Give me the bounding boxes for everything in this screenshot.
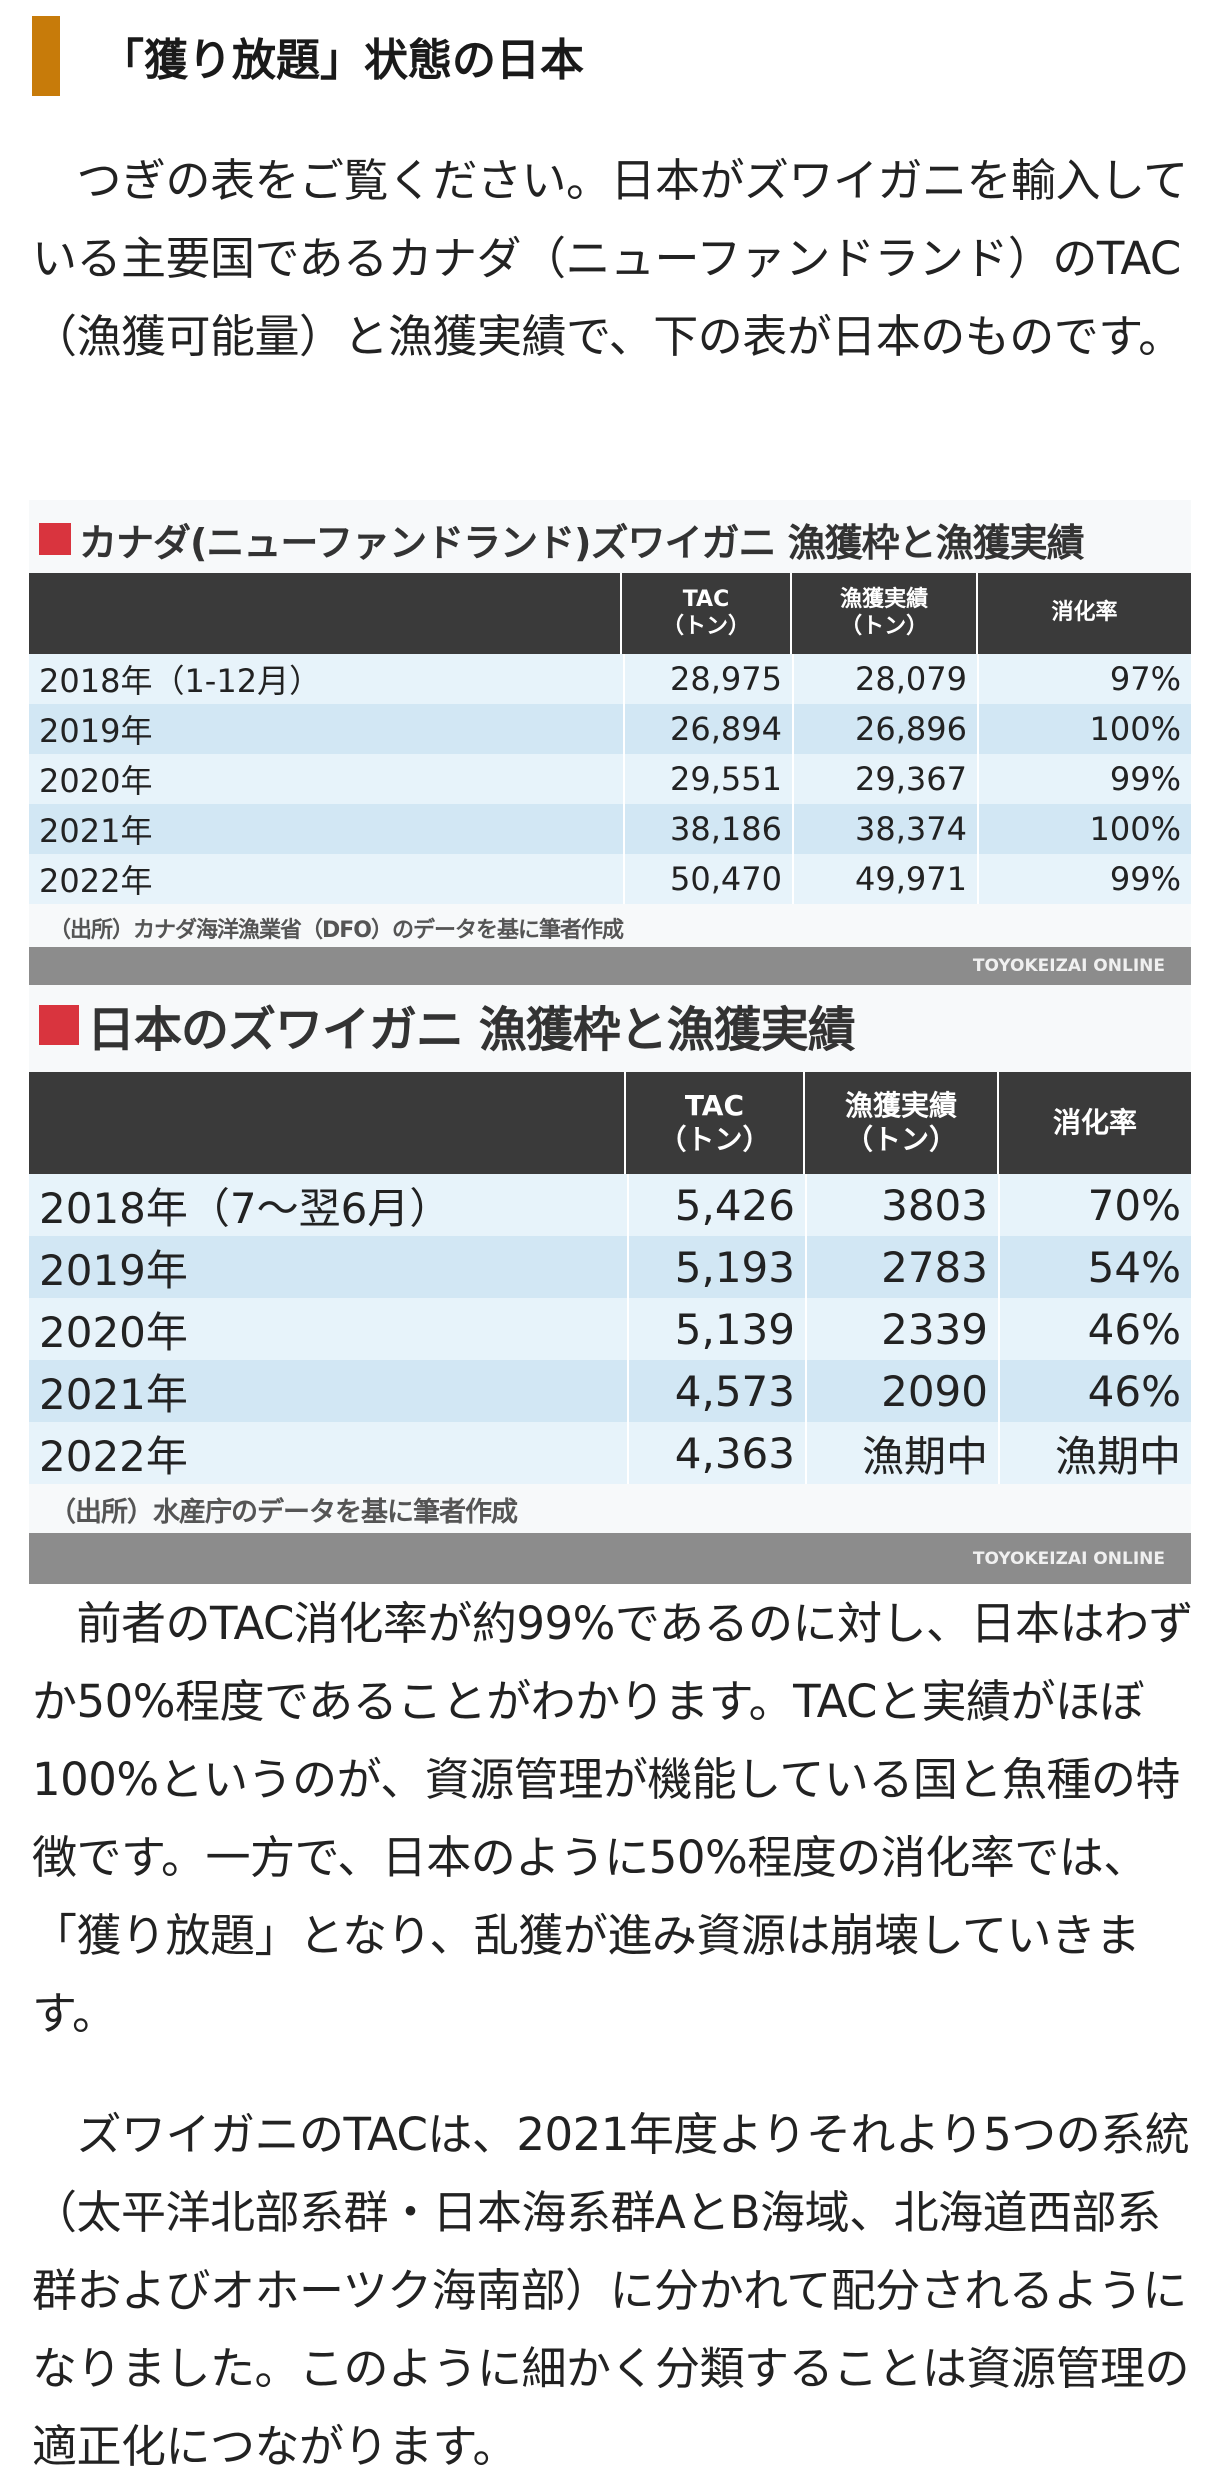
paragraph-2: 前者のTAC消化率が約99%であるのに対し、日本はわずか50%程度であることがわ… <box>32 1597 1193 2040</box>
column-header: 消化率 <box>996 1072 1191 1174</box>
table-cell: 54% <box>998 1236 1191 1298</box>
column-header: 漁獲実績 （トン） <box>802 1072 997 1174</box>
table-cell: 38,374 <box>792 804 977 854</box>
table-cell: 50,470 <box>623 854 792 904</box>
table-cell: 5,139 <box>627 1298 805 1360</box>
table-cell: 99% <box>977 754 1191 804</box>
table-cell: 2090 <box>805 1360 998 1422</box>
column-header <box>29 573 620 654</box>
table-cell: 3803 <box>805 1174 998 1236</box>
table-cell: 2022年 <box>39 862 153 900</box>
paragraph-1: つぎの表をご覧ください。日本がズワイガニを輸入している主要国であるカナダ（ニュー… <box>32 154 1188 363</box>
table-cell: 2339 <box>805 1298 998 1360</box>
table-row: 2022年 50,470 49,971 99% <box>29 854 1191 904</box>
column-header: TAC （トン） <box>623 1072 803 1174</box>
section-heading: 「獲り放題」状態の日本 <box>32 16 584 96</box>
table-cell: 2020年 <box>39 762 153 800</box>
table-cell: 2021年 <box>39 1369 188 1419</box>
table-cell: 29,367 <box>792 754 977 804</box>
data-grid: TAC （トン） 漁獲実績 （トン） 消化率 2018年（7～翌6月） 5,426 380… <box>29 1072 1191 1484</box>
table-row: 2020年 5,139 2339 46% <box>29 1298 1191 1360</box>
table-title-text: カナダ(ニューファンドランド)ズワイガニ 漁獲枠と漁獲実績 <box>79 520 1085 565</box>
table-row: 2019年 5,193 2783 54% <box>29 1236 1191 1298</box>
table-cell: 26,896 <box>792 704 977 754</box>
table-cell: 29,551 <box>623 754 792 804</box>
table-row: 2018年（7～翌6月） 5,426 3803 70% <box>29 1174 1191 1236</box>
table-cell: 2021年 <box>39 812 153 850</box>
table-cell: 2019年 <box>39 1245 188 1295</box>
paragraph-3: ズワイガニのTACは、2021年度よりそれより5つの系統（太平洋北部系群・日本海… <box>32 2108 1190 2473</box>
table-cell: 28,975 <box>623 654 792 704</box>
table-cell: 2022年 <box>39 1431 188 1481</box>
red-square-icon <box>39 1005 79 1045</box>
table-title: カナダ(ニューファンドランド)ズワイガニ 漁獲枠と漁獲実績 <box>39 514 1085 565</box>
table-cell: 2018年（7～翌6月） <box>39 1183 452 1233</box>
table-cell: 5,426 <box>627 1174 805 1236</box>
source-note: （出所）水産庁のデータを基に筆者作成 <box>49 1497 518 1528</box>
table-body: 2018年（1-12月） 28,975 28,079 97% 2019年 26,894 26… <box>29 654 1191 904</box>
table-row: 2019年 26,894 26,896 100% <box>29 704 1191 754</box>
credit-bar: TOYOKEIZAI ONLINE <box>29 1533 1191 1584</box>
table-cell: 5,193 <box>627 1236 805 1298</box>
table-cell: 46% <box>998 1360 1191 1422</box>
table-cell: 99% <box>977 854 1191 904</box>
credit-text: TOYOKEIZAI ONLINE <box>972 1548 1165 1569</box>
table-header: TAC （トン） 漁獲実績 （トン） 消化率 <box>29 573 1191 654</box>
credit-bar: TOYOKEIZAI ONLINE <box>29 947 1191 985</box>
table-row: 2021年 38,186 38,374 100% <box>29 804 1191 854</box>
table-cell: 2783 <box>805 1236 998 1298</box>
table-cell: 49,971 <box>792 854 977 904</box>
table-cell: 漁期中 <box>998 1422 1191 1484</box>
table-cell: 97% <box>977 654 1191 704</box>
canada-crab-table: カナダ(ニューファンドランド)ズワイガニ 漁獲枠と漁獲実績 TAC （トン） 漁獲実… <box>29 500 1191 985</box>
table-cell: 100% <box>977 704 1191 754</box>
column-header <box>29 1072 624 1174</box>
table-row: 2020年 29,551 29,367 99% <box>29 754 1191 804</box>
heading-accent-bar <box>32 16 60 96</box>
table-cell: 28,079 <box>792 654 977 704</box>
table-cell: 2018年（1-12月） <box>39 662 322 700</box>
table-cell: 2019年 <box>39 712 153 750</box>
red-square-icon <box>39 523 71 555</box>
table-row: 2018年（1-12月） 28,975 28,079 97% <box>29 654 1191 704</box>
table-row: 2022年 4,363 漁期中 漁期中 <box>29 1422 1191 1484</box>
table-cell: 70% <box>998 1174 1191 1236</box>
table-header: TAC （トン） 漁獲実績 （トン） 消化率 <box>29 1072 1191 1174</box>
table-cell: 4,363 <box>627 1422 805 1484</box>
table-cell: 46% <box>998 1298 1191 1360</box>
column-header: TAC （トン） <box>619 573 790 654</box>
table-body: 2018年（7～翌6月） 5,426 3803 70% 2019年 5,193 2783 54… <box>29 1174 1191 1484</box>
table-title: 日本のズワイガニ 漁獲枠と漁獲実績 <box>39 997 856 1058</box>
heading-title: 「獲り放題」状態の日本 <box>100 35 584 86</box>
table-cell: 38,186 <box>623 804 792 854</box>
table-cell: 100% <box>977 804 1191 854</box>
table-row: 2021年 4,573 2090 46% <box>29 1360 1191 1422</box>
table-cell: 漁期中 <box>805 1422 998 1484</box>
column-header: 漁獲実績 （トン） <box>790 573 976 654</box>
japan-crab-table: 日本のズワイガニ 漁獲枠と漁獲実績 TAC （トン） 漁獲実績 （トン） 消化率 201… <box>29 985 1191 1584</box>
table-cell: 4,573 <box>627 1360 805 1422</box>
table-cell: 26,894 <box>623 704 792 754</box>
source-note: （出所）カナダ海洋漁業省（DFO）のデータを基に筆者作成 <box>49 918 624 943</box>
credit-text: TOYOKEIZAI ONLINE <box>972 956 1165 976</box>
table-cell: 2020年 <box>39 1307 188 1357</box>
table-title-text: 日本のズワイガニ 漁獲枠と漁獲実績 <box>87 1002 856 1058</box>
column-header: 消化率 <box>976 573 1191 654</box>
data-grid: TAC （トン） 漁獲実績 （トン） 消化率 2018年（1-12月） 28,975 28… <box>29 573 1191 904</box>
